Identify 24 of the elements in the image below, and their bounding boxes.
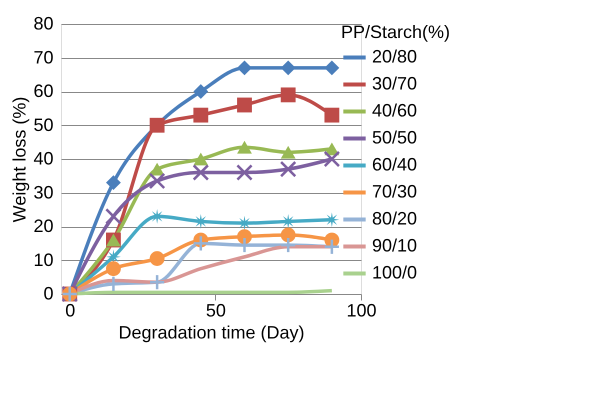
legend-label: 30/70 — [372, 74, 418, 94]
y-tick-label: 60 — [33, 81, 54, 101]
x-axis-title: Degradation time (Day) — [118, 322, 305, 342]
legend-label: 100/0 — [372, 262, 418, 282]
legend-label: 60/40 — [372, 154, 418, 174]
y-tick-label: 50 — [33, 114, 54, 135]
legend-label: 40/60 — [372, 100, 418, 120]
legend-label: 90/10 — [372, 236, 418, 256]
y-tick-label: 10 — [33, 250, 54, 270]
legend-label: 70/30 — [372, 182, 418, 202]
x-tick-label: 0 — [65, 300, 76, 320]
y-tick-label: 70 — [33, 47, 54, 68]
y-tick-label: 0 — [43, 284, 54, 304]
legend-title: PP/Starch(%) — [341, 22, 450, 42]
legend-label: 80/20 — [372, 208, 418, 228]
y-tick-label: 30 — [33, 182, 54, 202]
legend-label: 50/50 — [372, 128, 418, 148]
legend-label: 20/80 — [372, 46, 418, 66]
x-tick-label: 100 — [346, 300, 377, 320]
y-tick-label: 40 — [33, 148, 54, 168]
y-tick-label: 80 — [33, 14, 54, 34]
y-tick-label: 20 — [33, 216, 54, 236]
x-tick-label: 50 — [206, 300, 226, 320]
y-axis-title: Weight loss (%) — [9, 96, 30, 222]
